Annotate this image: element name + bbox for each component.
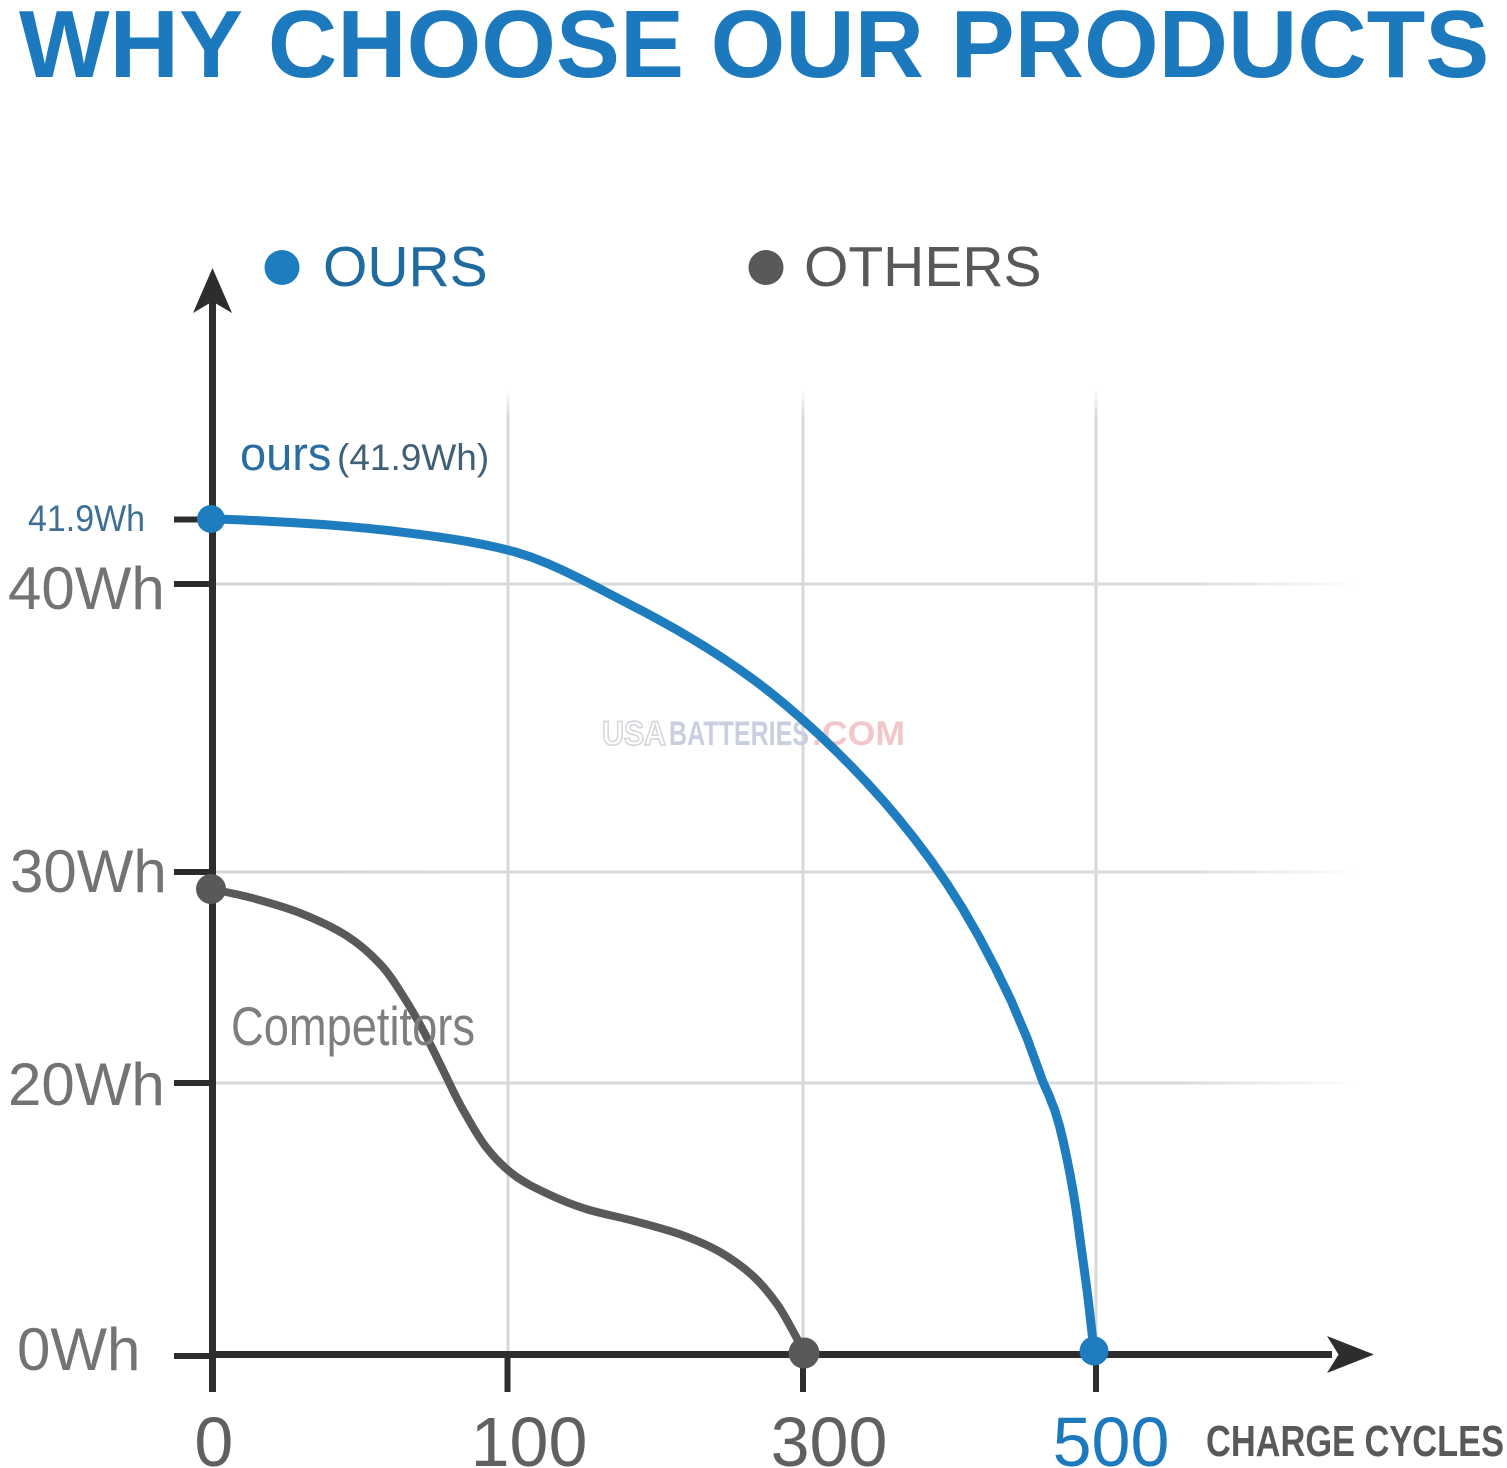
svg-text:WHY CHOOSE OUR PRODUCTS: WHY CHOOSE OUR PRODUCTS (19, 0, 1489, 98)
svg-text:100: 100 (471, 1403, 588, 1468)
svg-text:OURS: OURS (323, 235, 488, 299)
svg-text:USA: USA (602, 715, 666, 753)
svg-text:0Wh: 0Wh (17, 1316, 140, 1383)
svg-text:40Wh: 40Wh (8, 555, 165, 622)
svg-text:BATTERIES: BATTERIES (669, 715, 809, 753)
svg-text:20Wh: 20Wh (8, 1051, 165, 1118)
svg-text:CHARGE CYCLES: CHARGE CYCLES (1206, 1417, 1504, 1466)
svg-text:Competitors: Competitors (231, 995, 475, 1057)
svg-text:0: 0 (194, 1403, 233, 1468)
svg-text:30Wh: 30Wh (10, 838, 167, 905)
svg-text:500: 500 (1053, 1403, 1170, 1468)
svg-text:300: 300 (771, 1403, 888, 1468)
svg-text:41.9Wh: 41.9Wh (28, 498, 145, 539)
svg-text:OTHERS: OTHERS (804, 235, 1042, 299)
svg-text:ours: ours (240, 427, 331, 480)
svg-text:(41.9Wh): (41.9Wh) (337, 437, 489, 478)
